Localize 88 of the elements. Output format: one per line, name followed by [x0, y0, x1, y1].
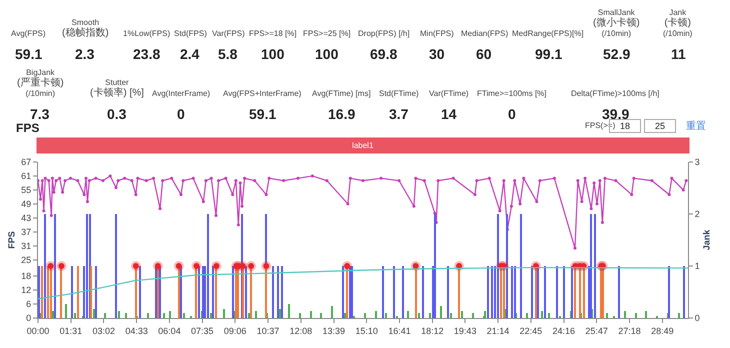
data-label: 3.7: [389, 106, 409, 122]
data-label: 59.1: [15, 46, 42, 62]
y-tick-label: 55: [21, 185, 32, 196]
x-tick-label: 24:16: [552, 326, 576, 336]
category-label: Avg(InterFrame): [152, 89, 210, 98]
x-tick-label: 16:41: [388, 326, 411, 336]
category-label: SmallJank(微小卡顿) (/10min): [593, 8, 640, 38]
data-label: 69.8: [370, 46, 398, 62]
x-tick-label: 10:37: [256, 326, 280, 336]
text: 25: [654, 121, 666, 131]
data-label: 99.1: [535, 46, 562, 62]
category-label: Jank(卡顿) (/10min): [663, 8, 693, 38]
category-label: Smooth(稳帧指数): [62, 18, 109, 38]
category-label: MedRange(FPS)[%]: [512, 29, 584, 38]
category-label: Avg(FTime) [ms]: [312, 89, 371, 98]
category-label: Std(FTime): [379, 89, 420, 98]
data-label: 11: [671, 46, 686, 62]
category-label: Var(FTime): [429, 89, 469, 98]
y2-tick-label: 3: [694, 157, 700, 168]
category-label: Median(FPS): [461, 29, 508, 38]
category-label: Drop(FPS) [/h]: [358, 29, 410, 38]
data-label: 30: [429, 46, 445, 62]
x-tick-label: 22:45: [520, 326, 542, 336]
data-label: 2.3: [75, 46, 95, 62]
x-tick-label: 12:08: [290, 326, 312, 336]
data-label: 0: [508, 106, 516, 122]
category-label: Avg(FPS+InterFrame): [223, 89, 302, 98]
category-label: 1%Low(FPS): [123, 29, 170, 38]
x-tick-label: 18:12: [421, 326, 444, 336]
y-tick-label: 18: [21, 271, 32, 282]
category-label: FTime>=100ms [%]: [477, 89, 547, 98]
data-label: 60: [476, 46, 492, 62]
text: 18: [620, 121, 630, 131]
data-label: 2.4: [180, 46, 200, 62]
data-label: 7.3: [30, 106, 50, 122]
y-tick-label: 61: [21, 171, 32, 182]
y-tick-label: 25: [21, 254, 32, 265]
x-tick-label: 06:04: [158, 326, 181, 336]
y2-tick-label: 0: [694, 313, 700, 324]
data-label: 52.9: [603, 46, 630, 62]
x-tick-label: 03:02: [92, 326, 115, 336]
data-label: 100: [315, 46, 339, 62]
x-tick-label: 27:18: [618, 326, 641, 336]
chart-title: FPS: [16, 121, 40, 135]
x-tick-label: 01:31: [60, 326, 82, 336]
category-label: BigJank(严重卡顿) (/10min): [17, 68, 64, 98]
y-tick-label: 37: [21, 227, 32, 237]
text: 重置: [686, 120, 706, 132]
category-label: Avg(FPS): [11, 29, 46, 38]
category-label: Stutter(卡顿率) [%]: [90, 78, 144, 98]
x-tick-label: 09:06: [224, 326, 246, 336]
data-label: 100: [261, 46, 285, 62]
y2-tick-label: 1: [694, 261, 700, 272]
category-label: Delta(FTime)>100ms [/h]: [571, 89, 660, 98]
data-label: 0.3: [107, 106, 127, 122]
x-tick-label: 25:47: [585, 326, 608, 336]
x-tick-label: 15:10: [355, 326, 378, 336]
x-tick-label: 28:49: [651, 326, 674, 336]
y-tick-label: 31: [21, 240, 32, 251]
data-label: 5.8: [218, 46, 238, 62]
x-tick-label: 13:39: [322, 326, 346, 336]
category-label: Min(FPS): [420, 29, 454, 38]
category-label: Var(FPS): [212, 29, 246, 38]
data-label: 16.9: [328, 106, 356, 122]
category-label: FPS>=18 [%]: [249, 29, 297, 38]
y-tick-label: 0: [26, 313, 32, 324]
x-tick-label: 00:00: [26, 326, 50, 336]
y2-axis-title: Jank: [702, 228, 712, 250]
data-label: 23.8: [133, 46, 160, 62]
data-label: 39.9: [602, 106, 630, 122]
text: FPS(>=): [585, 121, 616, 130]
y-tick-label: 6: [26, 299, 32, 310]
y2-tick-label: 2: [694, 209, 700, 220]
category-label: FPS>=25 [%]: [303, 29, 351, 38]
x-tick-label: 21:14: [486, 326, 510, 336]
x-tick-label: 04:33: [125, 326, 148, 336]
x-tick-label: 07:35: [191, 326, 214, 336]
y-tick-label: 67: [21, 157, 32, 168]
y-axis-title: FPS: [6, 231, 17, 249]
data-label: 14: [441, 106, 457, 122]
y-tick-label: 49: [21, 199, 32, 210]
data-label: 59.1: [249, 106, 276, 122]
x-tick-label: 19:43: [454, 326, 476, 336]
category-label: Std(FPS): [174, 29, 208, 38]
text: label1: [352, 141, 374, 150]
y-tick-label: 12: [21, 285, 32, 296]
y-tick-label: 43: [21, 213, 32, 224]
data-label: 0: [177, 106, 185, 122]
